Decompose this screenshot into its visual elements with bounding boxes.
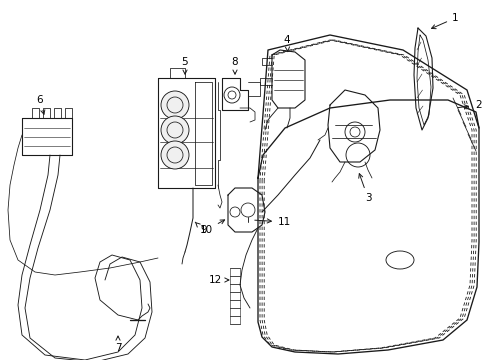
Text: 8: 8 <box>231 57 238 74</box>
Text: 6: 6 <box>37 95 45 114</box>
Text: 11: 11 <box>254 217 291 227</box>
Text: 2: 2 <box>457 100 481 110</box>
Circle shape <box>161 116 189 144</box>
Circle shape <box>161 91 189 119</box>
Text: 12: 12 <box>208 275 228 285</box>
Text: 3: 3 <box>358 174 370 203</box>
Text: 1: 1 <box>430 13 458 29</box>
Text: 7: 7 <box>115 336 121 353</box>
Text: 4: 4 <box>283 35 290 51</box>
Text: 10: 10 <box>200 220 224 235</box>
Text: 5: 5 <box>182 57 188 74</box>
Text: 9: 9 <box>195 222 206 235</box>
Circle shape <box>161 141 189 169</box>
